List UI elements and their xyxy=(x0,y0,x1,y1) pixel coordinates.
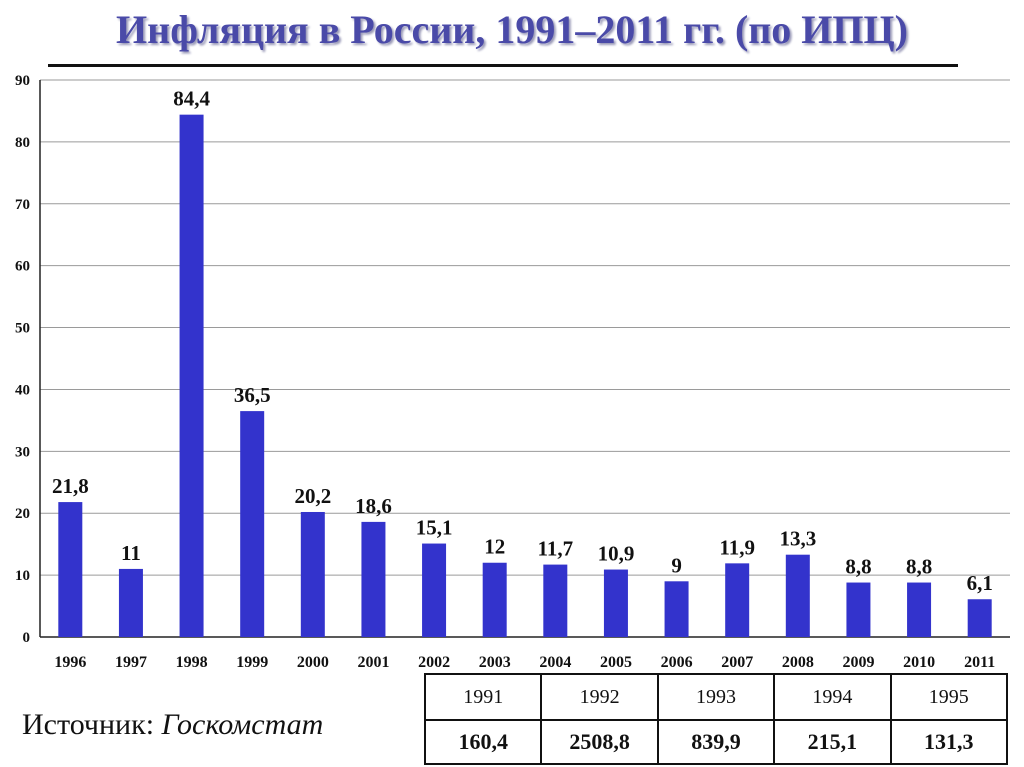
x-tick-label: 2003 xyxy=(479,654,511,671)
x-tick-label: 2004 xyxy=(539,654,571,671)
bar xyxy=(603,569,628,637)
y-tick-label: 0 xyxy=(23,630,31,646)
early-years-header-row: 1991 1992 1993 1994 1995 xyxy=(423,673,1009,721)
early-values-row: 160,4 2508,8 839,9 215,1 131,3 xyxy=(423,719,1009,765)
x-tick-label: 1997 xyxy=(115,654,147,671)
y-tick-label: 90 xyxy=(15,73,30,89)
x-tick-label: 2010 xyxy=(903,654,935,671)
source-name: Госкомстат xyxy=(161,708,324,741)
data-label: 21,8 xyxy=(52,474,89,498)
source-prefix: Источник: xyxy=(22,708,155,741)
bar xyxy=(846,582,871,637)
y-tick-label: 50 xyxy=(15,321,30,337)
x-tick-label: 2007 xyxy=(721,654,753,671)
bar xyxy=(422,543,447,637)
bar xyxy=(725,563,750,637)
data-label: 9 xyxy=(671,553,682,577)
y-tick-label: 20 xyxy=(15,506,30,522)
data-label: 13,3 xyxy=(779,527,816,551)
y-tick-label: 40 xyxy=(15,382,30,398)
early-years-table: 1991 1992 1993 1994 1995 160,4 2508,8 83… xyxy=(423,673,1009,765)
bar-chart: 21,8 11 84,4 36,5 20,2 18,6 15,1 12 11,7 10,9 9 11,… xyxy=(15,73,1010,671)
data-label: 36,5 xyxy=(234,383,271,407)
data-label: 11,9 xyxy=(719,535,755,559)
x-tick-label: 2000 xyxy=(297,654,329,671)
bar xyxy=(361,521,386,637)
bar xyxy=(118,568,143,637)
x-tick-label: 1998 xyxy=(176,654,208,671)
y-tick-label: 30 xyxy=(15,444,30,460)
data-label: 18,6 xyxy=(355,494,392,518)
x-tick-label: 2011 xyxy=(964,654,995,671)
data-label: 20,2 xyxy=(294,484,331,508)
bar xyxy=(664,581,689,637)
early-value-cell: 160,4 xyxy=(423,719,543,765)
bar xyxy=(300,511,325,637)
y-tick-label: 70 xyxy=(15,197,30,213)
data-label: 10,9 xyxy=(598,542,635,566)
data-label: 11 xyxy=(121,541,141,565)
data-label: 6,1 xyxy=(967,571,993,595)
bar xyxy=(543,564,568,637)
x-tick-label: 1999 xyxy=(236,654,268,671)
x-tick-label: 2002 xyxy=(418,654,450,671)
data-label: 15,1 xyxy=(416,516,453,540)
x-tick-label: 2009 xyxy=(842,654,874,671)
y-tick-label: 10 xyxy=(15,568,30,584)
early-year-cell: 1993 xyxy=(656,673,776,721)
data-label: 8,8 xyxy=(845,555,871,579)
data-label: 84,4 xyxy=(173,87,210,111)
bars xyxy=(58,114,992,637)
x-tick-label: 1996 xyxy=(54,654,86,671)
early-year-cell: 1991 xyxy=(423,673,543,721)
bar xyxy=(967,599,992,637)
title-underline xyxy=(48,64,958,67)
bar xyxy=(482,562,507,637)
early-value-cell: 839,9 xyxy=(656,719,776,765)
early-value-cell: 2508,8 xyxy=(540,719,659,765)
x-tick-label: 2001 xyxy=(357,654,389,671)
early-value-cell: 131,3 xyxy=(889,719,1009,765)
x-tick-label: 2005 xyxy=(600,654,632,671)
x-tick-label: 2008 xyxy=(782,654,814,671)
bar xyxy=(58,502,83,637)
early-year-cell: 1994 xyxy=(773,673,892,721)
early-year-cell: 1995 xyxy=(889,673,1009,721)
data-labels: 21,8 11 84,4 36,5 20,2 18,6 15,1 12 11,7 10,9 9 11,… xyxy=(52,87,993,596)
data-label: 11,7 xyxy=(538,537,574,561)
early-year-cell: 1992 xyxy=(540,673,659,721)
y-tick-label: 80 xyxy=(15,135,30,151)
bar xyxy=(907,582,932,637)
bar xyxy=(785,554,810,637)
source-note: Источник: Госкомстат xyxy=(22,708,323,742)
chart-title: Инфляция в России, 1991–2011 гг. (по ИПЦ… xyxy=(116,7,908,52)
tick-labels: 0 10 20 30 40 50 60 70 80 90 1996 1997 1998 1999 2000 2… xyxy=(15,73,995,671)
x-tick-label: 2006 xyxy=(661,654,693,671)
early-value-cell: 215,1 xyxy=(773,719,892,765)
data-label: 12 xyxy=(484,535,505,559)
bar xyxy=(240,411,265,637)
y-tick-label: 60 xyxy=(15,259,30,275)
data-label: 8,8 xyxy=(906,555,932,579)
bar xyxy=(179,114,204,637)
